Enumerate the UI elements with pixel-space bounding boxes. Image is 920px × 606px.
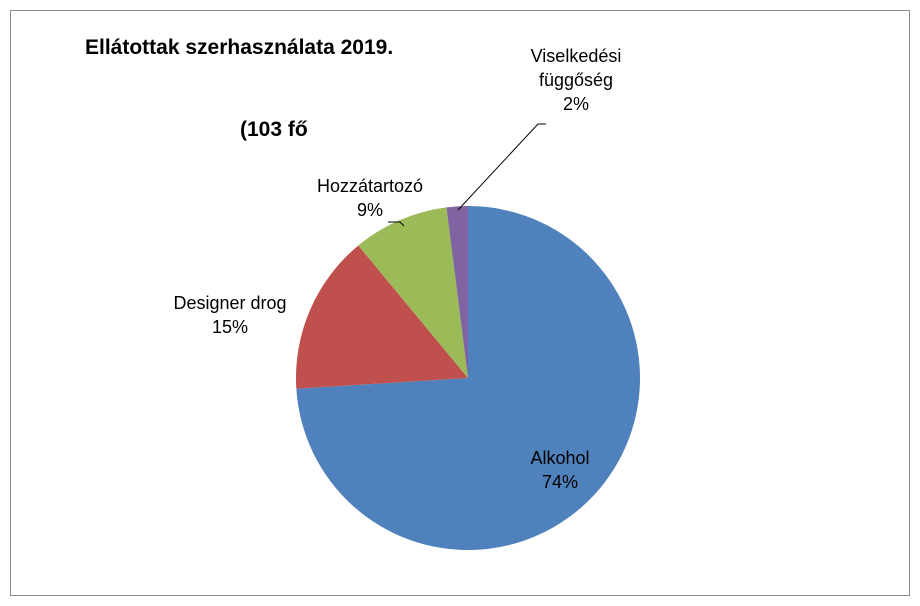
leader-line bbox=[457, 123, 546, 211]
value-label: 74% bbox=[541, 472, 579, 492]
pie bbox=[296, 206, 640, 550]
category-label: Alkohol bbox=[530, 448, 590, 468]
data-label: Designer drog 15% bbox=[130, 291, 330, 339]
chart-title: Ellátottak szerhasználata 2019. bbox=[85, 36, 394, 59]
value-label: 9% bbox=[356, 200, 383, 220]
pie-slice bbox=[446, 206, 468, 378]
category-label: Hozzátartozó bbox=[316, 176, 424, 196]
pie-slice bbox=[358, 207, 468, 378]
leader-line bbox=[388, 221, 405, 227]
chart-subtitle: (103 fő bbox=[240, 118, 308, 141]
pie-slice bbox=[296, 206, 640, 550]
data-label: Viselkedési függőség 2% bbox=[506, 44, 646, 116]
data-label: Alkohol 74% bbox=[500, 446, 620, 494]
pie-slice bbox=[296, 245, 468, 389]
value-label: 2% bbox=[562, 94, 589, 114]
category-label: Viselkedési függőség bbox=[530, 46, 622, 90]
category-label: Designer drog bbox=[173, 293, 287, 313]
data-label: Hozzátartozó 9% bbox=[290, 174, 450, 222]
value-label: 15% bbox=[211, 317, 249, 337]
